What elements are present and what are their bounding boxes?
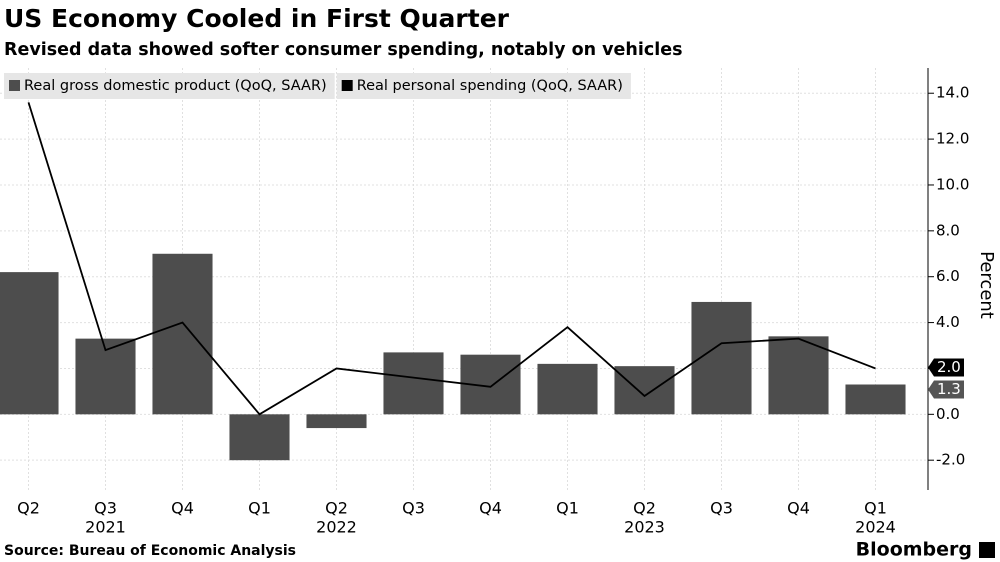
value-label-box: [928, 358, 964, 377]
legend-bg: [336, 73, 631, 99]
line: [27, 102, 876, 416]
y-tick-label: 0.0: [936, 405, 960, 423]
legend-item: Real personal spending (QoQ, SAAR): [336, 73, 631, 99]
y-tick-label: 10.0: [936, 175, 969, 193]
x-tick-label: Q1: [248, 499, 271, 518]
x-year-label: 2022: [316, 518, 357, 537]
legend-label: Real personal spending (QoQ, SAAR): [357, 78, 623, 94]
x-tick-label: Q4: [787, 499, 810, 518]
x-year-label: 2024: [855, 518, 896, 537]
bar: [614, 366, 675, 415]
x-year-label: 2023: [624, 518, 665, 537]
y-tick-label: 12.0: [936, 130, 969, 148]
bar: [691, 301, 752, 415]
value-label: 2.0: [937, 358, 961, 376]
x-year-label: 2021: [85, 518, 126, 537]
bar: [75, 338, 136, 415]
bar: [845, 384, 906, 415]
y-tick-label: 8.0: [936, 221, 960, 239]
x-tick-label: Q2: [17, 499, 40, 518]
bar: [306, 414, 367, 429]
x-tick-label: Q3: [710, 499, 733, 518]
x-tick-label: Q1: [556, 499, 579, 518]
x-tick-label: Q3: [402, 499, 425, 518]
y-axis-label: Percent: [976, 251, 997, 319]
grid: [0, 68, 928, 490]
y-tick-label: 6.0: [936, 267, 960, 285]
value-label-box: [928, 380, 964, 399]
brand: Bloomberg: [856, 539, 972, 561]
x-tick-label: Q2: [325, 499, 348, 518]
legend-item: Real gross domestic product (QoQ, SAAR): [4, 73, 335, 99]
bar: [383, 352, 444, 415]
value-label: 1.3: [937, 380, 961, 398]
legend-swatch: [9, 80, 20, 91]
source: Source: Bureau of Economic Analysis: [4, 543, 296, 559]
y-tick-label: -2.0: [936, 451, 965, 469]
x-tick-label: Q1: [864, 499, 887, 518]
bar: [0, 272, 59, 415]
bar: [768, 336, 829, 415]
y-tick-label: 4.0: [936, 313, 960, 331]
x-tick-label: Q4: [479, 499, 502, 518]
chart-subtitle: Revised data showed softer consumer spen…: [4, 40, 683, 60]
bar: [229, 414, 290, 461]
legend-swatch: [341, 80, 353, 91]
y-tick-label: 14.0: [936, 84, 969, 102]
brand-icon: [979, 542, 995, 558]
legend-label: Real gross domestic product (QoQ, SAAR): [24, 78, 327, 94]
bar: [152, 253, 213, 415]
x-tick-label: Q2: [633, 499, 656, 518]
bar: [537, 363, 598, 415]
chart-title: US Economy Cooled in First Quarter: [4, 4, 510, 33]
x-tick-label: Q4: [171, 499, 194, 518]
x-tick-label: Q3: [94, 499, 117, 518]
legend-bg: [4, 73, 335, 99]
